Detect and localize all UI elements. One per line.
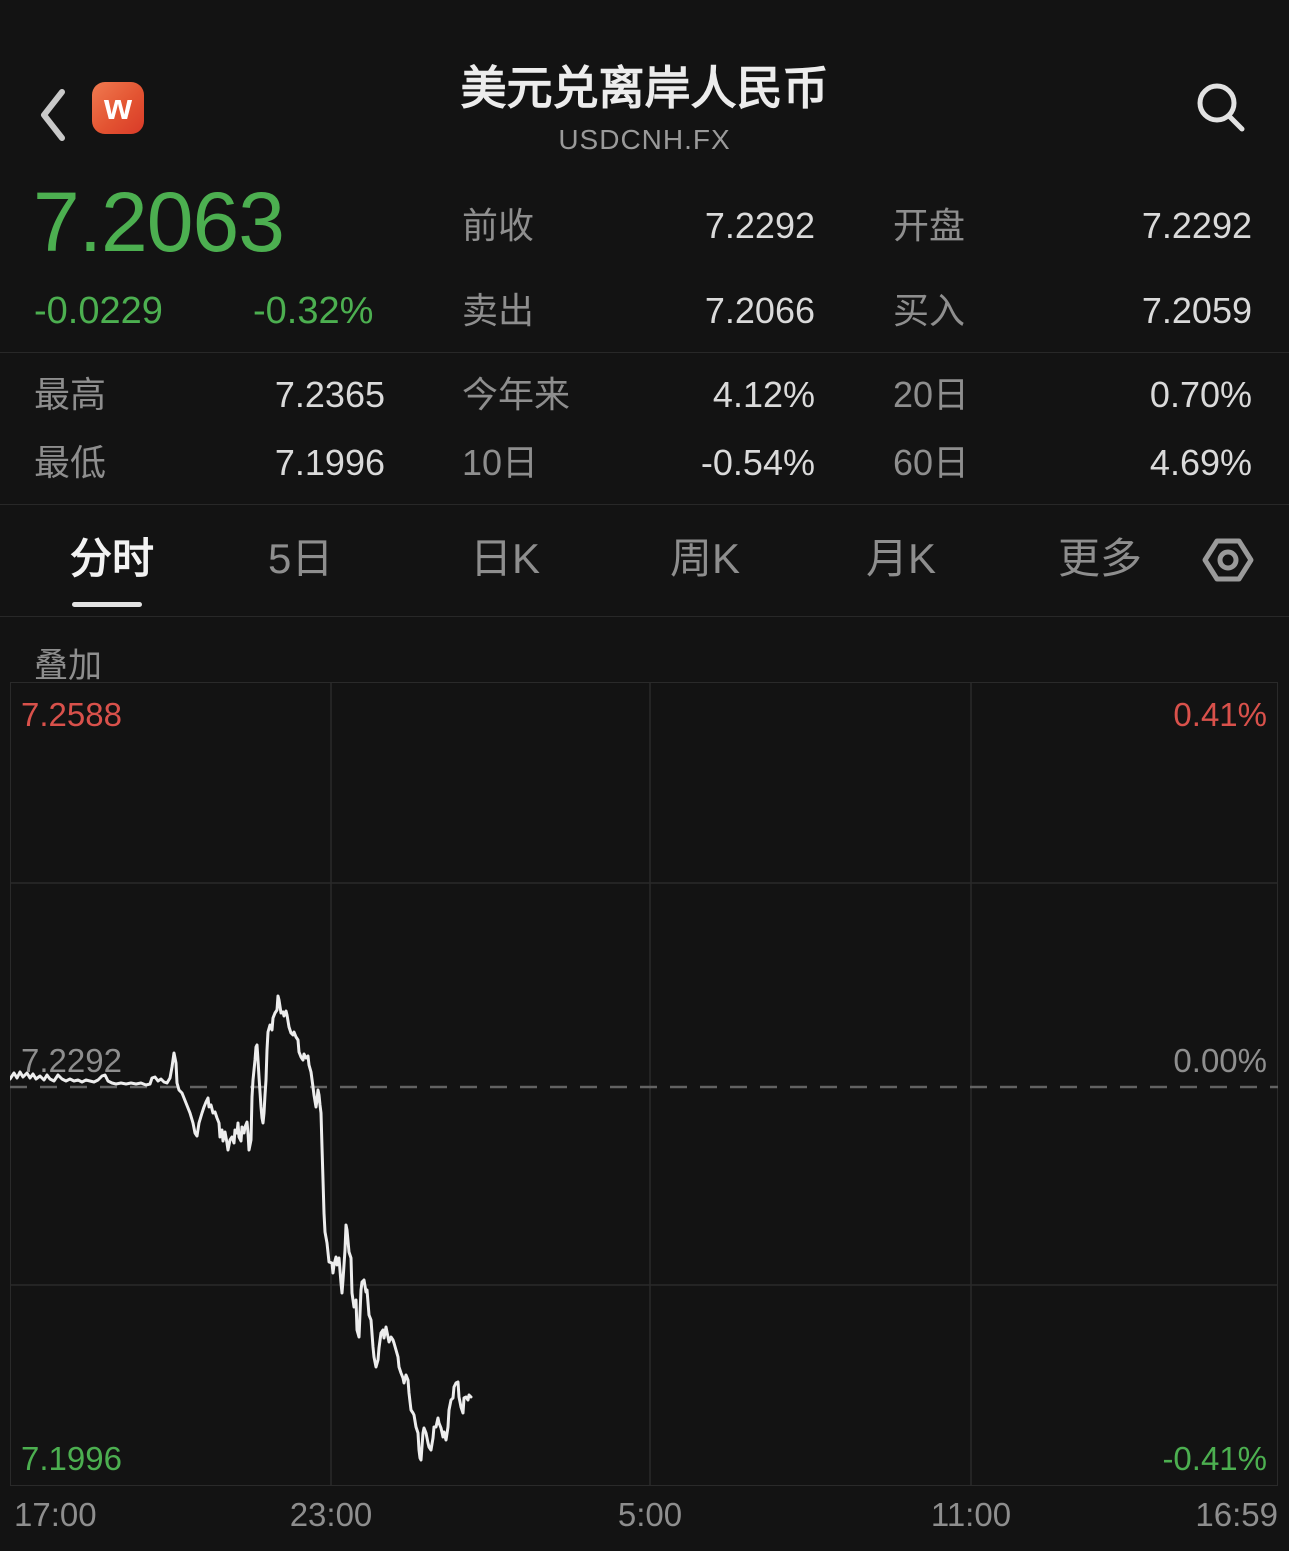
back-icon[interactable] — [36, 86, 70, 144]
intraday-chart[interactable]: 7.2588 0.41% 7.2292 0.00% 7.1996 -0.41% — [10, 682, 1278, 1486]
stat-label: 20日 — [893, 374, 970, 415]
quote-label: 卖出 — [462, 290, 535, 331]
stat-value: -0.54% — [700, 442, 815, 483]
symbol-code: USDCNH.FX — [558, 124, 731, 155]
quote-value: 7.2292 — [1141, 205, 1252, 246]
stat-label: 10日 — [462, 442, 539, 483]
quote-value: 7.2292 — [704, 205, 815, 246]
stat-label: 最低 — [34, 442, 107, 483]
price-line — [10, 994, 473, 1462]
chart-canvas — [10, 682, 1278, 1486]
stat-label: 今年来 — [462, 374, 571, 415]
stat-value: 0.70% — [1149, 374, 1252, 415]
divider — [0, 352, 1289, 353]
x-tick: 16:59 — [1195, 1496, 1278, 1533]
quote-label: 买入 — [893, 290, 966, 331]
y-max-price: 7.2588 — [21, 696, 122, 733]
tab-monthly-k[interactable]: 月K — [866, 535, 937, 582]
x-tick: 5:00 — [617, 1496, 683, 1533]
x-tick: 11:00 — [930, 1496, 1012, 1533]
tab-more[interactable]: 更多 — [1058, 535, 1143, 582]
quote-value: 7.2066 — [704, 290, 815, 331]
wind-logo-icon[interactable]: w — [92, 82, 144, 134]
chart-settings-icon[interactable] — [1202, 536, 1254, 584]
price-change: -0.0229 — [34, 290, 163, 332]
search-icon[interactable] — [1192, 80, 1250, 138]
divider — [0, 616, 1289, 617]
y-mid-pct: 0.00% — [1173, 1042, 1267, 1079]
y-min-pct: -0.41% — [1162, 1440, 1267, 1477]
y-mid-price: 7.2292 — [21, 1042, 122, 1079]
tab-minute[interactable]: 分时 — [70, 535, 155, 582]
stat-value: 7.2365 — [274, 374, 385, 415]
quote-value: 7.2059 — [1141, 290, 1252, 331]
stat-label: 最高 — [34, 374, 107, 415]
price-change-pct: -0.32% — [253, 290, 374, 332]
page-title: 美元兑离岸人民币 — [460, 62, 829, 114]
x-tick: 23:00 — [289, 1496, 373, 1533]
divider — [0, 504, 1289, 505]
stat-label: 60日 — [893, 442, 970, 483]
y-max-pct: 0.41% — [1173, 696, 1267, 733]
last-price: 7.2063 — [33, 175, 285, 269]
active-tab-underline — [72, 602, 142, 607]
quote-label: 开盘 — [893, 205, 966, 246]
tab-daily-k[interactable]: 日K — [470, 535, 541, 582]
y-min-price: 7.1996 — [21, 1440, 122, 1477]
quote-label: 前收 — [462, 205, 535, 246]
x-tick: 17:00 — [14, 1496, 97, 1533]
tab-weekly-k[interactable]: 周K — [670, 535, 741, 582]
stat-value: 4.12% — [712, 374, 815, 415]
stat-value: 4.69% — [1149, 442, 1252, 483]
overlay-button[interactable]: 叠加 — [34, 647, 102, 685]
stat-value: 7.1996 — [274, 442, 385, 483]
tab-5day[interactable]: 5日 — [268, 535, 334, 582]
